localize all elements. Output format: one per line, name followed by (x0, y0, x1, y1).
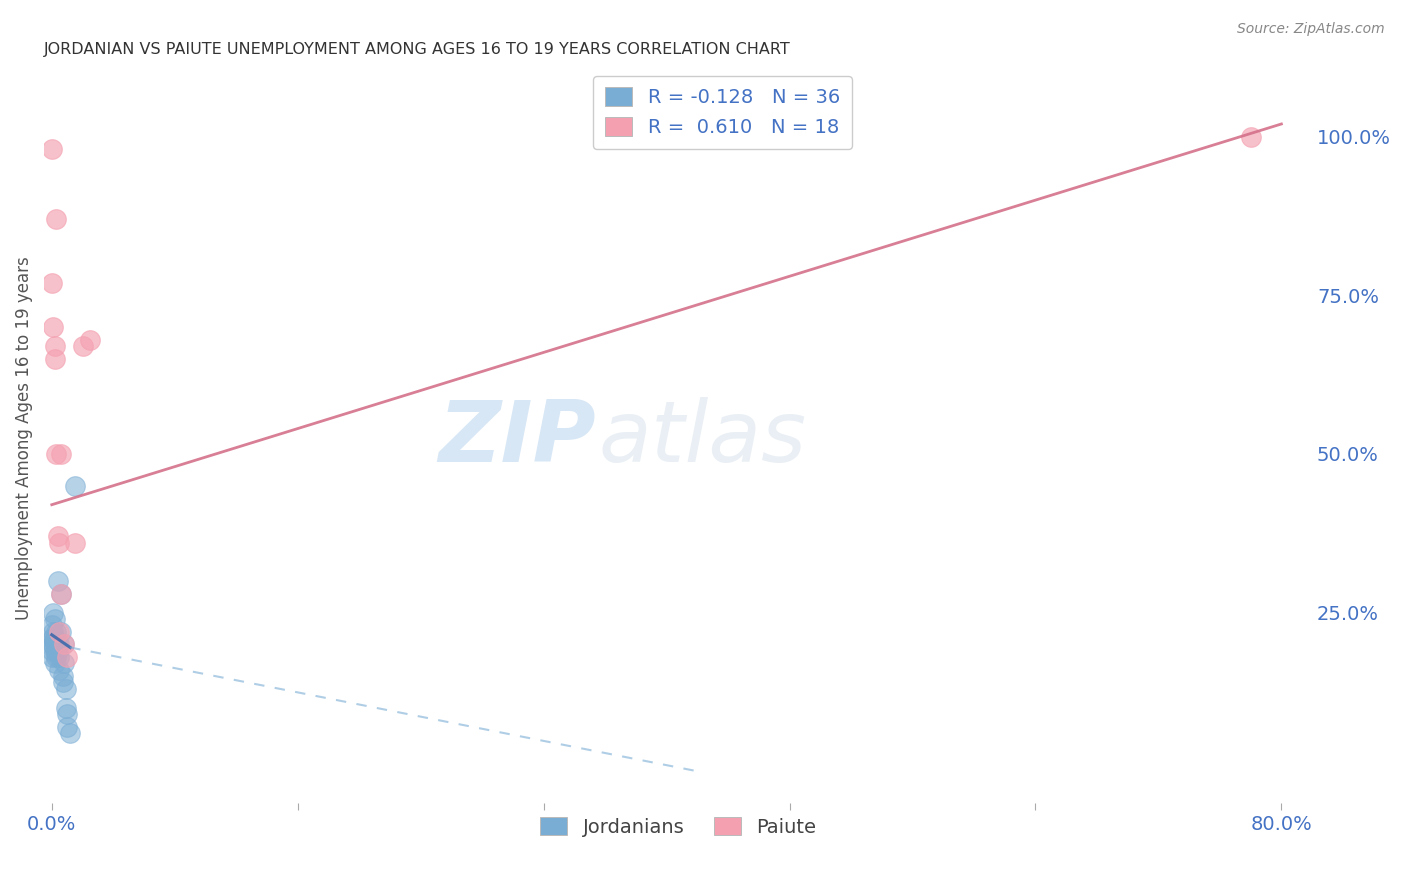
Point (46, 529, 69, 543)
Point (42, 631, 65, 645)
Point (44, 643, 66, 657)
Point (45, 212, 67, 227)
Point (55, 681, 77, 696)
Point (45, 447, 67, 461)
Text: ZIP: ZIP (439, 397, 596, 480)
Point (48, 637, 70, 651)
Point (48, 650, 70, 665)
Point (49, 586, 72, 600)
Point (1240, 129, 1263, 144)
Point (56, 707, 79, 722)
Point (46, 574, 69, 588)
Point (53, 637, 76, 651)
Point (56, 650, 79, 665)
Point (63, 536, 86, 550)
Text: JORDANIAN VS PAIUTE UNEMPLOYMENT AMONG AGES 16 TO 19 YEARS CORRELATION CHART: JORDANIAN VS PAIUTE UNEMPLOYMENT AMONG A… (44, 42, 790, 57)
Point (72, 339, 94, 353)
Point (41, 643, 63, 657)
Point (51, 675, 73, 690)
Point (42, 320, 65, 334)
Legend: Jordanians, Paiute: Jordanians, Paiute (531, 809, 824, 845)
Point (44, 339, 66, 353)
Point (48, 624, 70, 639)
Point (46, 637, 69, 651)
Point (41, 637, 63, 651)
Point (42, 606, 65, 620)
Point (49, 586, 72, 600)
Point (53, 637, 76, 651)
Point (41, 276, 63, 290)
Point (44, 351, 66, 366)
Point (45, 643, 67, 657)
Point (55, 700, 77, 714)
Point (45, 624, 67, 639)
Point (49, 447, 72, 461)
Point (42, 624, 65, 639)
Point (45, 637, 67, 651)
Point (49, 624, 72, 639)
Point (42, 637, 65, 651)
Point (41, 631, 63, 645)
Point (79, 333, 101, 347)
Point (44, 631, 66, 645)
Point (48, 663, 70, 677)
Point (53, 657, 76, 671)
Point (59, 726, 82, 740)
Point (41, 650, 63, 665)
Point (41, 618, 63, 632)
Point (44, 657, 66, 671)
Text: atlas: atlas (598, 397, 806, 480)
Point (56, 720, 79, 734)
Y-axis label: Unemployment Among Ages 16 to 19 years: Unemployment Among Ages 16 to 19 years (15, 256, 32, 620)
Text: Source: ZipAtlas.com: Source: ZipAtlas.com (1237, 22, 1385, 37)
Point (51, 669, 73, 683)
Point (46, 643, 69, 657)
Point (48, 536, 70, 550)
Point (41, 142, 63, 156)
Point (63, 478, 86, 492)
Point (45, 650, 67, 665)
Point (44, 612, 66, 626)
Point (44, 637, 66, 651)
